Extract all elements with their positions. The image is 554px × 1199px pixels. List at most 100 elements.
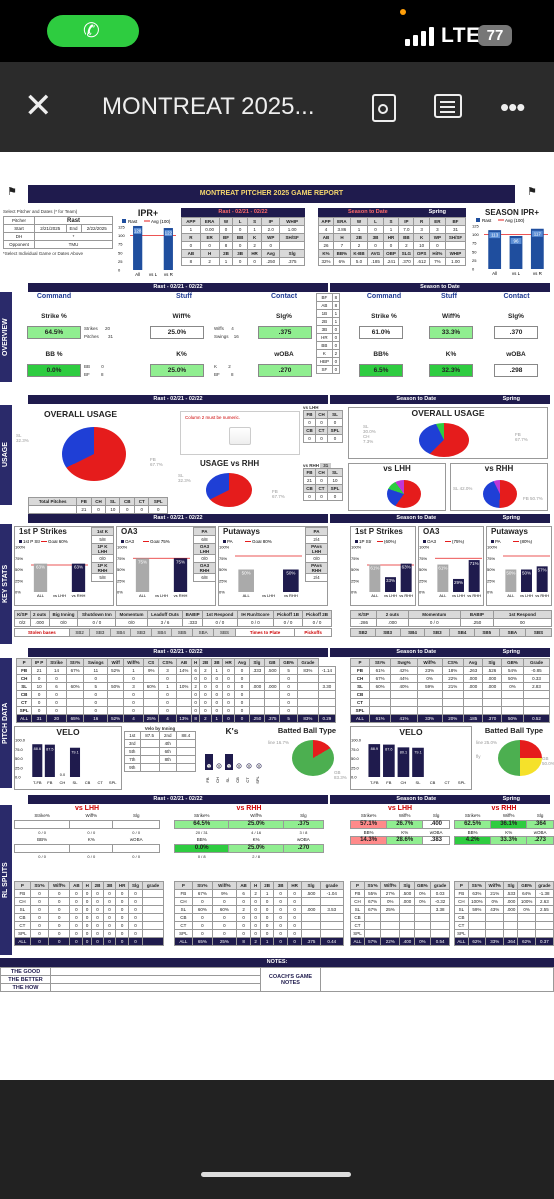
overview-mini-row-cell: 0 [331, 365, 341, 374]
the-good-notes[interactable] [50, 967, 261, 976]
lhh-grid-head-cell: CT [315, 426, 329, 435]
the-better-notes[interactable] [50, 975, 261, 984]
phone-icon: ✆ [83, 20, 100, 42]
pitch-data-head-cell: Strike [45, 658, 68, 667]
rhh-pitch-table-row-cell: -1.04 [319, 889, 344, 898]
lhh-pitch-table-row-cell: 0 [69, 905, 84, 914]
season-lhh-usage: vs LHH [348, 463, 446, 511]
more-icon[interactable]: ••• [500, 92, 525, 122]
season-rhh-fb-name: FB [523, 496, 529, 501]
search-document-icon[interactable] [372, 94, 396, 122]
velo-inning-row-cell: 9th [124, 763, 141, 772]
season-lhh-pitch-table-row: CT [349, 921, 450, 930]
season-pitch-row-cell [481, 698, 502, 707]
spreadsheet-view[interactable]: ⚑ MONTREAT PITCHER 2025 GAME REPORT ⚑ Se… [0, 152, 554, 1080]
ks-value: 0 [238, 765, 240, 769]
overall-sl-label: SL 32.3% [16, 433, 29, 443]
season-pitch-row-cell: 33% [416, 714, 443, 723]
game-line-row-cell: 2.0 [261, 225, 281, 234]
season-pitch-row: SL 60% 40% 59% 21% .000.000 0% 2.83 [350, 682, 550, 691]
season-rhh-pitch-table-row-cell: 59% [467, 905, 487, 914]
opponent-select[interactable]: TMU [34, 240, 113, 249]
season-line-head-cell: K-BB [349, 249, 369, 258]
lhh-pitch-table-row-cell: 0 [69, 921, 84, 930]
rate-label: 33% [386, 578, 395, 583]
season-line-row-cell: 3 [428, 225, 446, 234]
game-line-head-cell: K [246, 233, 263, 242]
season-lhh-split-label-row-cell: Wiff% [398, 813, 411, 819]
season-pitch-row-cell [481, 690, 502, 699]
ipr-bar-label-bg [531, 230, 543, 237]
end-date[interactable]: 2/22/2025 [80, 224, 114, 233]
lhh-pitch-table-row-cell [141, 905, 165, 914]
stolen-head-cell: SBS [213, 628, 236, 637]
oa3-chart-side-row-cell: 6/8 [193, 535, 216, 544]
pitch-data-row-cell: 11 [83, 666, 109, 675]
rl-game-header: Rast - 02/21 - 02/22 [28, 795, 328, 804]
category-label: vs RHH [467, 593, 481, 598]
season-pitch-row-cell: 61% [368, 666, 392, 675]
season-stolen-head-cell: SB2 [350, 628, 376, 637]
lhh-pitch-table-head-cell: H [82, 881, 92, 890]
pitch-data-row-cell [107, 698, 124, 707]
putaways-chart-side-head-cell: PAvs RHH [305, 562, 328, 574]
oa3-chart-side-row: 6/8 [193, 535, 216, 544]
season-pitch-row-cell [500, 706, 525, 715]
rhh-grid-head-cell: CT [315, 484, 329, 493]
season-rhh-pitch-table-head-cell: GB% [517, 881, 536, 890]
season-pitch-row-cell: .000 [481, 682, 502, 691]
call-pill[interactable]: ✆ [47, 15, 139, 47]
pitch-data-row-cell: 20 [45, 714, 68, 723]
pitch-data-row-cell [317, 706, 337, 715]
season-lhh-pitch-table-row-cell: 0% [380, 897, 401, 906]
velo-inning-row-cell [175, 747, 197, 756]
season-line-row-cell: 1 [382, 225, 400, 234]
usage-total-row-cell: 10 [105, 505, 121, 514]
start-date[interactable]: 2/21/2025 [34, 224, 67, 233]
the-how-notes[interactable] [50, 983, 261, 992]
pickoffs-label: Pickoffs [294, 628, 332, 637]
overview-game-header: Rast - 02/21 - 02/22 [28, 283, 328, 292]
pitcher-select[interactable]: Rast [34, 216, 113, 225]
sl-label: SL [16, 433, 22, 438]
lhh-pitch-table-row: ALL 0 0 0 0 0 0 0 0 [14, 937, 165, 946]
game-line-head-cell: ER [199, 233, 220, 242]
rhh-grid-row-cell: 0 [327, 492, 343, 501]
game-line-head-cell: BB [232, 233, 248, 242]
season-rhh-pitch-table-row-cell [467, 921, 487, 930]
select-caption: Select Pitcher and Dates (* for Team) [3, 209, 78, 214]
comment-icon[interactable] [434, 94, 462, 118]
home-indicator[interactable] [201, 1172, 351, 1177]
season-line-row-cell: 1 [349, 225, 369, 234]
game-line-row: 1 0.00 0 0 1 2.0 1.00 [181, 225, 305, 234]
season-pitch-row-cell: SPL [350, 706, 370, 715]
season-line-head-cell: 2B [349, 233, 369, 242]
season-pitch-row-cell [481, 706, 502, 715]
season-k-label: K% [445, 351, 457, 358]
season-lhh-pitch-table-row: CH 67% 0% .000 0% -0.32 [349, 897, 450, 906]
contact-heading: Contact [270, 293, 298, 300]
velo-inning-row-cell [175, 739, 197, 748]
situational-head-cell: IH Run/Score [236, 610, 274, 619]
situational-table: K/SP 2 outs Big Inning Shutdown Inn Momentum… [14, 610, 333, 627]
coach-notes[interactable] [320, 967, 554, 992]
the-how-label: THE HOW [0, 983, 51, 992]
rhh-pitch-table-row-cell: FB [174, 889, 193, 898]
pitch-data-head-cell: Wiff [107, 658, 124, 667]
pitch-data-row-cell: 0.29 [317, 714, 337, 723]
close-icon[interactable]: ✕ [24, 87, 53, 125]
pitch-data-row-cell: 1 [210, 714, 223, 723]
putaways-chart-side-head: PAvs RHH [305, 562, 328, 574]
rhh-pitch-table-head-cell: grade [319, 881, 344, 890]
season-pitch-row-cell [523, 698, 550, 707]
dh-select[interactable]: * [34, 232, 113, 241]
k-value: 2 [228, 364, 231, 369]
lhh-pitch-table-row-cell: 0 [115, 929, 130, 938]
season-pitch-head-cell: CS% [441, 658, 464, 667]
pitch-data-row-cell: 0 [31, 706, 47, 715]
season-lhh-title: vs LHH [383, 464, 411, 473]
season-situational-row-cell: .000 [376, 618, 409, 627]
velo-category: T-FB [33, 780, 42, 785]
bf-label-2: BF [214, 372, 220, 377]
